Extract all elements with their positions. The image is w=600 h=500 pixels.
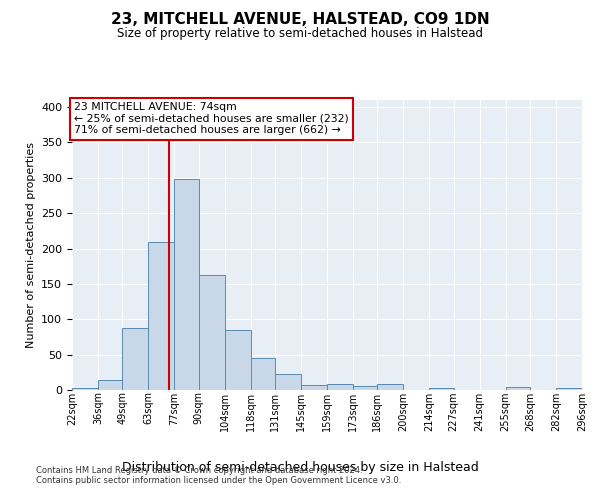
- Bar: [430, 388, 454, 390]
- Text: Size of property relative to semi-detached houses in Halstead: Size of property relative to semi-detach…: [117, 28, 483, 40]
- Bar: [377, 384, 403, 390]
- Bar: [175, 179, 199, 390]
- Text: 23 MITCHELL AVENUE: 74sqm
← 25% of semi-detached houses are smaller (232)
71% of: 23 MITCHELL AVENUE: 74sqm ← 25% of semi-…: [74, 102, 349, 136]
- Bar: [301, 385, 327, 390]
- Bar: [327, 384, 353, 390]
- Bar: [251, 358, 275, 390]
- Text: Contains HM Land Registry data © Crown copyright and database right 2024.
Contai: Contains HM Land Registry data © Crown c…: [36, 466, 401, 485]
- Y-axis label: Number of semi-detached properties: Number of semi-detached properties: [26, 142, 35, 348]
- Text: Distribution of semi-detached houses by size in Halstead: Distribution of semi-detached houses by …: [122, 461, 478, 474]
- Bar: [275, 374, 301, 390]
- Bar: [224, 330, 251, 390]
- Bar: [148, 242, 175, 390]
- Bar: [556, 388, 582, 390]
- Bar: [199, 274, 224, 390]
- Bar: [122, 328, 148, 390]
- Bar: [506, 387, 530, 390]
- Text: 23, MITCHELL AVENUE, HALSTEAD, CO9 1DN: 23, MITCHELL AVENUE, HALSTEAD, CO9 1DN: [110, 12, 490, 28]
- Bar: [353, 386, 377, 390]
- Bar: [72, 388, 98, 390]
- Bar: [98, 380, 122, 390]
